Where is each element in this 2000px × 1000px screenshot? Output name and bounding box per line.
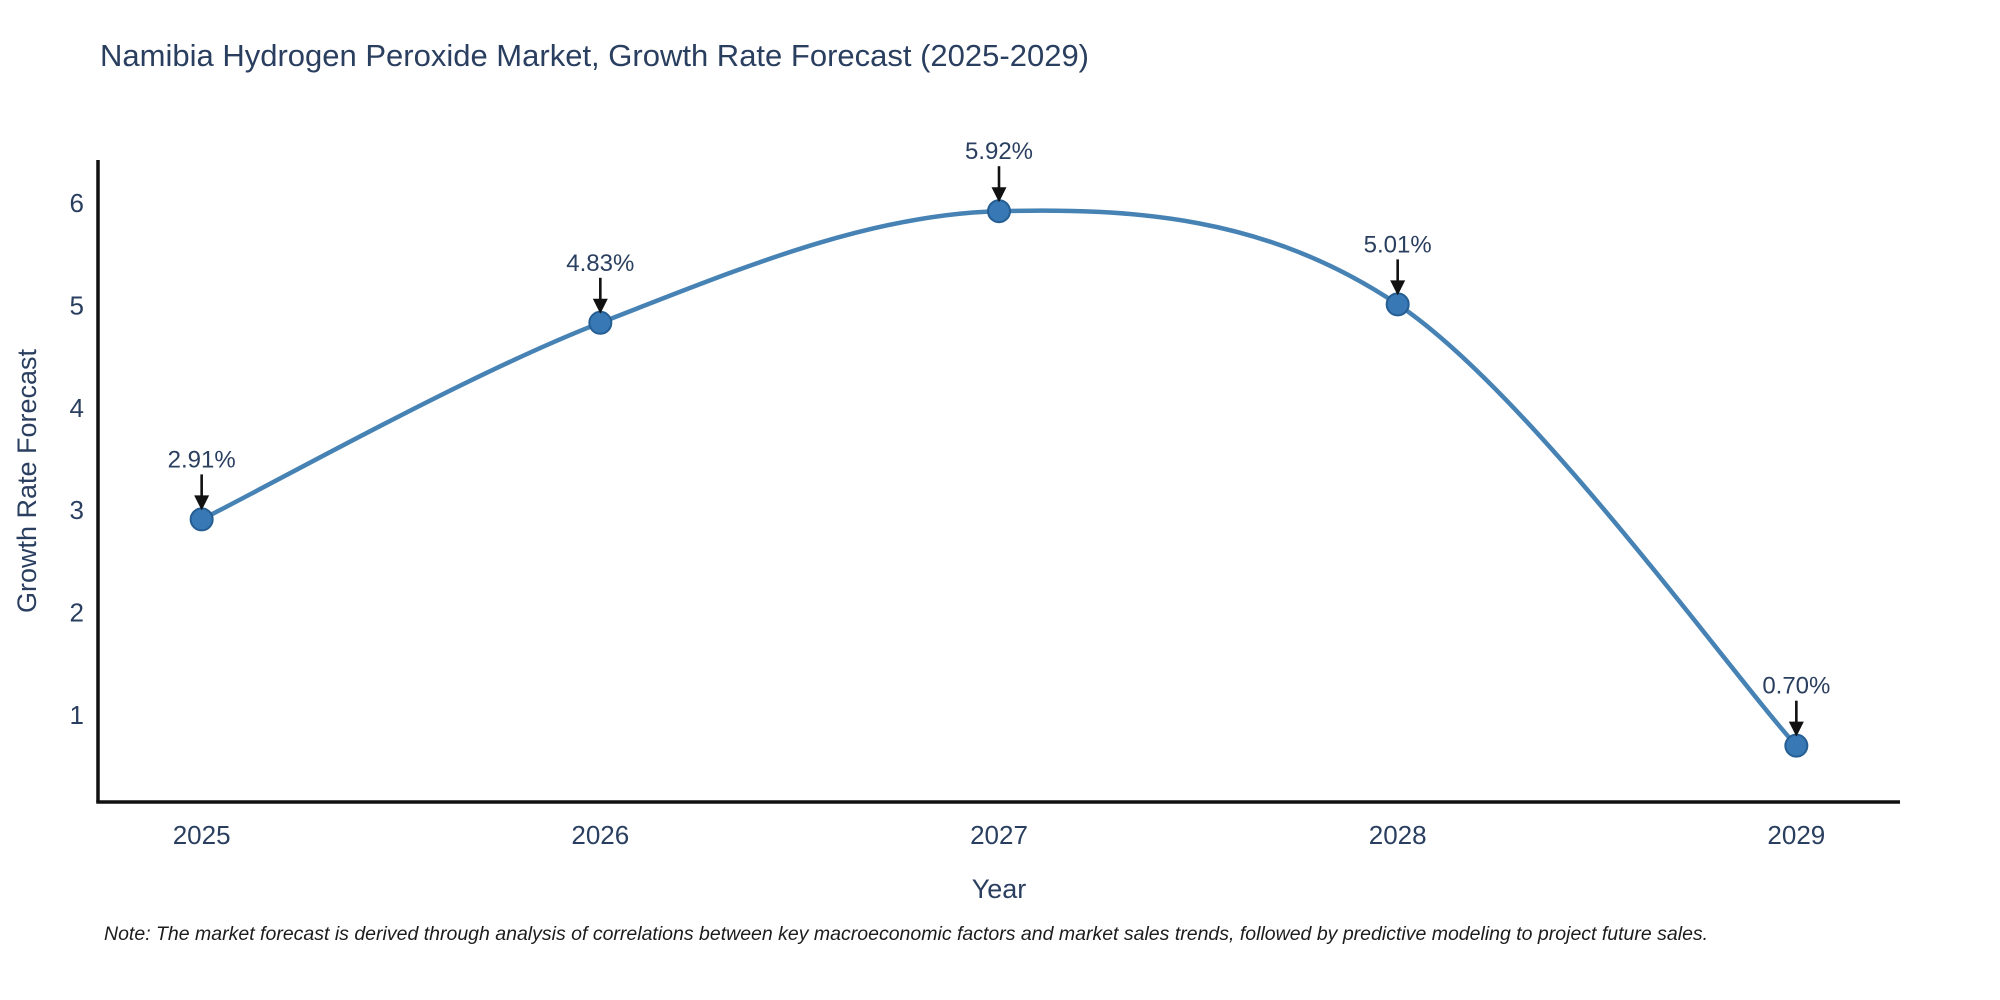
x-tick-label: 2027 (970, 820, 1028, 850)
annotation-arrowhead-icon (991, 187, 1007, 203)
data-point-label: 4.83% (566, 250, 634, 277)
x-axis-ticks: 2025 2026 2027 2028 2029 (173, 820, 1826, 850)
data-point-marker (189, 507, 214, 532)
y-tick-label: 4 (70, 393, 84, 423)
y-axis-ticks: 1 2 3 4 5 6 (70, 188, 84, 730)
annotation-arrowhead-icon (592, 298, 608, 314)
data-point-marker (1784, 733, 1809, 758)
annotation-arrowhead-icon (194, 495, 210, 511)
data-point-marker (1385, 292, 1410, 317)
y-tick-label: 3 (70, 495, 84, 525)
y-tick-label: 1 (70, 700, 84, 730)
data-point-annotations: 2.91% 4.83% 5.92% 5.01% 0.70% (168, 138, 1830, 737)
x-tick-label: 2025 (173, 820, 231, 850)
data-point-label: 5.92% (965, 138, 1033, 165)
annotation-arrowhead-icon (1788, 721, 1804, 737)
y-axis-title: Growth Rate Forecast (12, 348, 42, 613)
y-tick-label: 5 (70, 290, 84, 320)
annotation-arrowhead-icon (1390, 280, 1406, 296)
footnote: Note: The market forecast is derived thr… (104, 923, 1709, 945)
y-tick-label: 6 (70, 188, 84, 218)
axes (96, 160, 1900, 804)
data-point-markers (189, 199, 1809, 758)
data-point-label: 2.91% (168, 446, 236, 473)
data-point-marker (987, 199, 1011, 224)
x-tick-label: 2026 (571, 820, 629, 850)
x-tick-label: 2029 (1767, 820, 1825, 850)
x-axis-title: Year (972, 874, 1027, 904)
x-tick-label: 2028 (1369, 820, 1427, 850)
data-point-marker (588, 310, 613, 335)
data-point-label: 5.01% (1364, 231, 1432, 258)
y-tick-label: 2 (70, 598, 84, 628)
chart-title: Namibia Hydrogen Peroxide Market, Growth… (100, 38, 1090, 73)
series-line (199, 208, 1799, 748)
data-point-label: 0.70% (1762, 673, 1830, 700)
